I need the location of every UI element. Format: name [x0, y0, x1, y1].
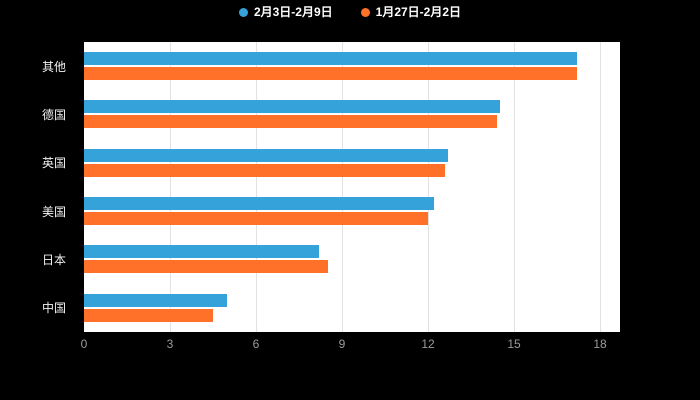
bar-group-4	[84, 187, 620, 235]
gridline	[428, 42, 429, 332]
x-tick-label-12: 12	[421, 337, 435, 351]
bar-group-3	[84, 139, 620, 187]
legend-item-series2[interactable]: 1月27日-2月2日	[360, 5, 462, 19]
bar-series2-3	[84, 163, 446, 177]
bar-group-5	[84, 235, 620, 283]
gridline	[256, 42, 257, 332]
gridline	[600, 42, 601, 332]
x-tick-label-0: 0	[80, 337, 88, 351]
bar-series1-4	[84, 197, 434, 211]
bar-series2-1	[84, 67, 578, 81]
category-labels: 其他德国英国美国日本中国	[0, 42, 78, 332]
x-axis: 0 3 6 9 12 15 18	[0, 336, 700, 352]
bar-series2-5	[84, 260, 328, 274]
x-tick-label-15: 15	[507, 337, 521, 351]
bar-group-1	[84, 42, 620, 90]
legend-item-series1[interactable]: 2月3日-2月9日	[238, 5, 333, 19]
bar-series1-2	[84, 100, 500, 114]
legend-label-series2: 1月27日-2月2日	[375, 5, 462, 19]
category-label-3: 英国	[42, 156, 67, 171]
bar-series2-6	[84, 308, 213, 322]
bar-series1-1	[84, 52, 578, 66]
category-label-6: 中国	[42, 301, 67, 316]
plot-area	[84, 42, 620, 332]
category-label-1: 其他	[42, 59, 67, 74]
category-label-4: 美国	[42, 204, 67, 219]
category-label-5: 日本	[42, 252, 67, 267]
gridline	[514, 42, 515, 332]
category-label-2: 德国	[42, 107, 67, 122]
x-tick-label-6: 6	[252, 337, 260, 351]
bar-series1-6	[84, 293, 228, 307]
legend-dot-series1-icon	[238, 7, 248, 17]
x-tick-label-18: 18	[593, 337, 607, 351]
bar-series2-4	[84, 212, 428, 226]
chart-legend: 2月3日-2月9日 1月27日-2月2日	[0, 6, 700, 18]
bar-series2-2	[84, 115, 497, 129]
bar-group-6	[84, 284, 620, 332]
bar-series1-3	[84, 148, 449, 162]
gridline	[342, 42, 343, 332]
gridline	[170, 42, 171, 332]
legend-label-series1: 2月3日-2月9日	[253, 5, 333, 19]
bar-group-2	[84, 90, 620, 138]
legend-dot-series2-icon	[360, 7, 370, 17]
bar-series1-5	[84, 245, 320, 259]
bar-rows	[84, 42, 620, 332]
x-tick-label-3: 3	[166, 337, 174, 351]
x-tick-label-9: 9	[338, 337, 346, 351]
